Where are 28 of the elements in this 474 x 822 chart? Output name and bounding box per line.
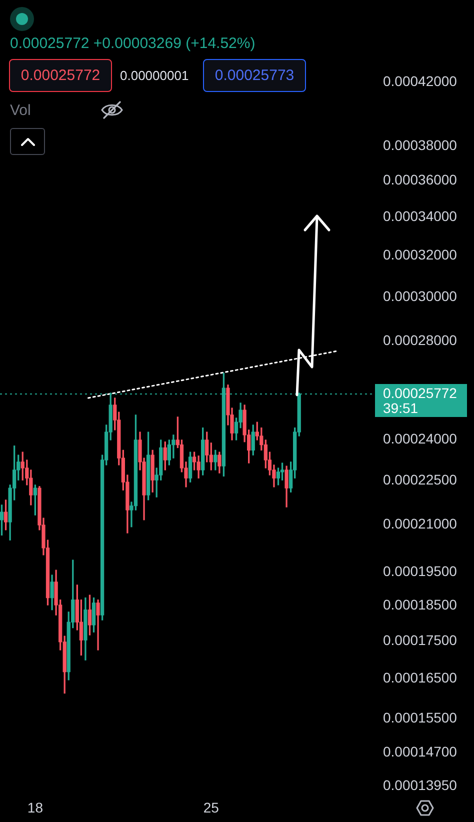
y-tick-label: 0.00042000 <box>383 72 458 89</box>
annotation: 0.00025773 <box>214 67 294 84</box>
annotation: 0.00000001 <box>120 68 189 83</box>
y-tick-label: 0.00016500 <box>383 670 458 686</box>
y-tick-label: 0.00024000 <box>383 430 458 446</box>
y-tick-label: 0.00036000 <box>383 171 458 188</box>
y-tick-label: 0.00013950 <box>383 776 458 793</box>
ref-line-label: 0.00025772 39:51 <box>383 384 458 416</box>
y-tick-label: 0.00019500 <box>383 562 458 579</box>
y-tick-label: 0.00017500 <box>383 632 458 648</box>
y-tick-label: 0.00022500 <box>383 472 458 488</box>
annotation: 0.00025772 <box>20 67 100 84</box>
y-tick-label: 0.00038000 <box>383 136 458 153</box>
chart-subtitle: 0.00025772 +0.00003269 (+14.52%) <box>10 35 256 52</box>
x-tick-label: 18 <box>27 799 44 816</box>
y-tick-label: 0.00028000 <box>383 332 458 348</box>
y-tick-label: 0.00014700 <box>383 743 458 760</box>
candlestick <box>96 600 100 650</box>
y-tick-label: 0.00015500 <box>383 710 458 726</box>
y-tick-label: 0.00030000 <box>383 288 458 304</box>
y-tick-label: 0.00018500 <box>383 596 458 613</box>
y-tick-label: 0.00021000 <box>383 516 458 532</box>
price-button: 0.00025773 <box>203 59 306 92</box>
x-tick-label: 25 <box>203 799 220 816</box>
y-tick-label: 0.00034000 <box>383 208 458 224</box>
annotation: Vol <box>10 102 31 119</box>
price-button: 0.00025772 <box>9 59 112 92</box>
y-tick-label: 0.00032000 <box>383 246 458 263</box>
